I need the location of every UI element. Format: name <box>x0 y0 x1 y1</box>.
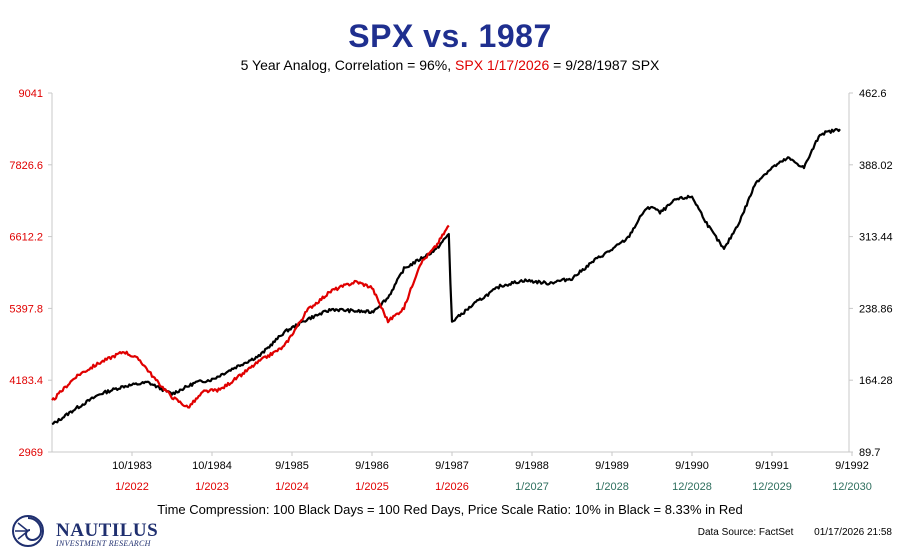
logo-tagline: INVESTMENT RESEARCH <box>56 539 151 548</box>
series-line-2021-2026 <box>51 224 450 409</box>
x-tick-label-black: 9/1991 <box>755 460 789 472</box>
subtitle-prefix: 5 Year Analog, Correlation = 96%, <box>240 57 452 73</box>
x-tick-label-black: 10/1984 <box>192 460 232 472</box>
nautilus-shell-icon <box>12 515 44 547</box>
left-tick-label: 7826.6 <box>9 160 43 172</box>
x-tick-label-red: 1/2028 <box>595 481 629 493</box>
x-tick-label-red: 1/2027 <box>515 481 549 493</box>
x-tick-label-red: 1/2022 <box>115 481 149 493</box>
left-tick-label: 2969 <box>19 447 43 459</box>
x-tick-label-red: 12/2028 <box>672 481 712 493</box>
logo-name: NAUTILUS <box>56 520 159 541</box>
right-tick-label: 164.28 <box>859 375 893 387</box>
right-tick-label: 313.44 <box>859 232 893 244</box>
chart-title: SPX vs. 1987 <box>348 18 552 54</box>
x-tick-label-red: 1/2026 <box>435 481 469 493</box>
x-tick-label-black: 9/1988 <box>515 460 549 472</box>
x-tick-label-red: 12/2029 <box>752 481 792 493</box>
source-label: Data Source: FactSet <box>697 527 794 538</box>
subtitle-red-date: SPX 1/17/2026 <box>455 57 550 73</box>
right-tick-label: 89.7 <box>859 447 880 459</box>
chart-subtitle: 5 Year Analog, Correlation = 96%, SPX 1/… <box>0 57 900 73</box>
right-tick-label: 238.86 <box>859 303 893 315</box>
x-tick-label-red: 1/2024 <box>275 481 309 493</box>
x-tick-label-black: 9/1989 <box>595 460 629 472</box>
footnote: Time Compression: 100 Black Days = 100 R… <box>157 502 743 517</box>
left-tick-label: 4183.4 <box>9 375 43 387</box>
company-logo: NAUTILUS INVESTMENT RESEARCH <box>8 514 178 548</box>
data-source: Data Source: FactSet 01/17/2026 21:58 <box>680 527 892 538</box>
x-tick-label-black: 10/1983 <box>112 460 152 472</box>
left-tick-label: 5397.8 <box>9 303 43 315</box>
x-tick-label-black: 9/1990 <box>675 460 709 472</box>
series-line-1982-1992 <box>51 127 841 426</box>
source-timestamp: 01/17/2026 21:58 <box>814 527 892 538</box>
left-tick-label: 9041 <box>19 88 43 100</box>
x-tick-label-black: 9/1985 <box>275 460 309 472</box>
x-tick-label-red: 1/2023 <box>195 481 229 493</box>
x-tick-label-black: 9/1986 <box>355 460 389 472</box>
subtitle-suffix: = 9/28/1987 SPX <box>553 57 660 73</box>
x-tick-label-red: 1/2025 <box>355 481 389 493</box>
right-tick-label: 462.6 <box>859 88 887 100</box>
x-tick-label-black: 9/1992 <box>835 460 869 472</box>
x-tick-label-red: 12/2030 <box>832 481 872 493</box>
x-tick-label-black: 9/1987 <box>435 460 469 472</box>
left-tick-label: 6612.2 <box>9 232 43 244</box>
right-tick-label: 388.02 <box>859 160 893 172</box>
